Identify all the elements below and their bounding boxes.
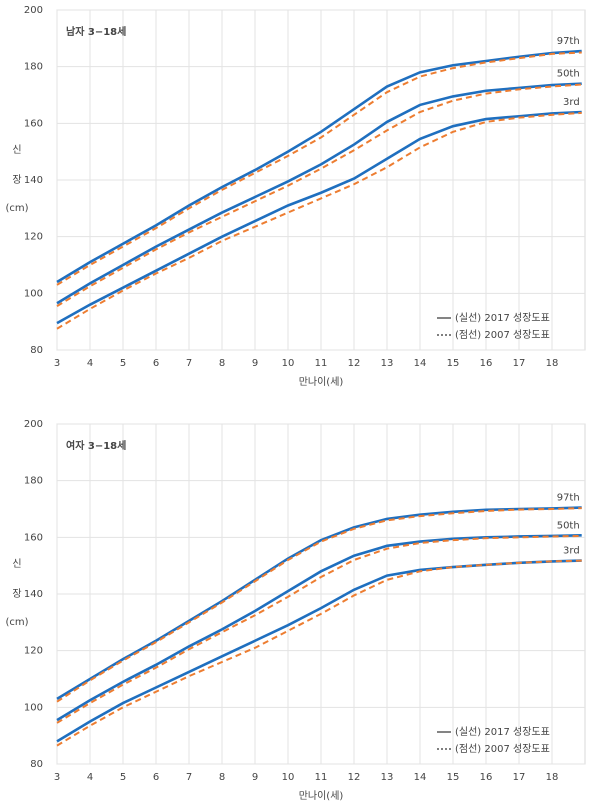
x-tick-label: 7 [186,358,192,369]
y-tick-label: 120 [24,646,43,657]
y-axis-label: 장 [12,174,21,186]
x-tick-label: 9 [252,772,258,783]
legend-label: (점선) 2007 성장도표 [455,743,550,755]
chart: 80 100 120 140 160 180 200 3 4 5 6 7 8 9 10 11 12 13 14 15 1… [5,419,586,802]
y-axis-label: (cm) [5,617,28,628]
x-tick-label: 14 [414,358,427,369]
growth-line [56,507,582,703]
growth-line [56,49,582,284]
x-tick-label: 9 [252,358,258,369]
chart-title: 남자 3−18세 [66,25,126,38]
chart: 80 100 120 140 160 180 200 3 4 5 6 7 8 9 10 11 12 13 14 15 1… [5,5,586,388]
x-tick-label: 10 [282,772,295,783]
x-tick-label: 6 [153,772,159,783]
x-tick-label: 8 [219,772,225,783]
x-tick-label: 11 [315,358,328,369]
x-tick-label: 3 [54,772,60,783]
x-tick-label: 12 [348,772,361,783]
y-tick-label: 140 [24,589,43,600]
x-tick-label: 16 [480,772,493,783]
y-axis-label: 신 [12,144,21,156]
x-tick-label: 17 [513,772,526,783]
y-tick-label: 100 [24,288,43,299]
y-axis-label: 장 [12,588,21,600]
growth-line [56,506,582,700]
growth-line [56,534,582,724]
x-tick-label: 8 [219,358,225,369]
x-tick-label: 4 [87,358,93,369]
x-tick-label: 5 [120,772,126,783]
growth-line [56,83,582,307]
x-tick-label: 14 [414,772,427,783]
growth-line [56,82,582,305]
percentile-label: 50th [557,69,580,80]
y-tick-label: 180 [24,476,43,487]
x-tick-label: 15 [447,358,460,369]
x-tick-label: 18 [546,358,559,369]
x-tick-label: 13 [381,358,394,369]
x-tick-label: 5 [120,358,126,369]
y-tick-label: 140 [24,175,43,186]
y-tick-label: 160 [24,532,43,543]
x-tick-label: 7 [186,772,192,783]
x-tick-label: 4 [87,772,93,783]
x-tick-label: 6 [153,358,159,369]
percentile-label: 3rd [563,97,580,108]
x-tick-label: 15 [447,772,460,783]
x-axis-label: 만나이(세) [299,376,344,388]
y-tick-label: 80 [30,345,43,356]
percentile-label: 97th [557,493,580,504]
x-axis-label: 만나이(세) [299,790,344,802]
x-tick-label: 12 [348,358,361,369]
x-tick-label: 10 [282,358,295,369]
growth-line [56,559,582,747]
x-tick-label: 17 [513,358,526,369]
y-tick-label: 200 [24,419,43,430]
y-tick-label: 180 [24,62,43,73]
x-tick-label: 11 [315,772,328,783]
legend-label: (실선) 2017 성장도표 [455,312,550,324]
y-tick-label: 100 [24,702,43,713]
percentile-label: 97th [557,36,580,47]
x-tick-label: 13 [381,772,394,783]
growth-line [56,111,582,330]
x-tick-label: 3 [54,358,60,369]
y-axis-label: (cm) [5,203,28,214]
y-tick-label: 80 [30,759,43,770]
legend-label: (실선) 2017 성장도표 [455,726,550,738]
chart-title: 여자 3−18세 [66,439,126,452]
legend-label: (점선) 2007 성장도표 [455,329,550,341]
y-tick-label: 120 [24,232,43,243]
x-tick-label: 16 [480,358,493,369]
y-tick-label: 160 [24,118,43,129]
growth-line [56,110,582,325]
percentile-label: 50th [557,520,580,531]
y-axis-label: 신 [12,558,21,570]
growth-line [56,51,582,286]
percentile-label: 3rd [563,546,580,557]
x-tick-label: 18 [546,772,559,783]
y-tick-label: 200 [24,5,43,16]
